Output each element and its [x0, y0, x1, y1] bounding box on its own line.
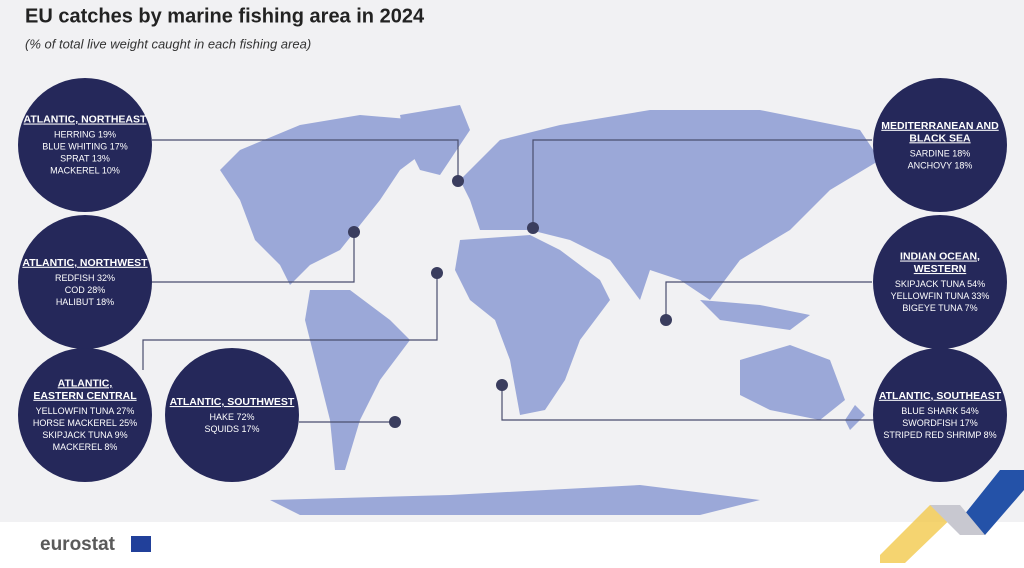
- subtitle: (% of total live weight caught in each f…: [25, 36, 311, 51]
- species-share: YELLOWFIN TUNA 27%: [36, 406, 135, 416]
- area-circle: [873, 215, 1007, 349]
- area-name: ATLANTIC, NORTHWEST: [22, 257, 148, 269]
- connector-line: [501, 385, 875, 421]
- connector-line: [532, 139, 872, 228]
- species-share: SPRAT 13%: [60, 154, 110, 164]
- area-circle: [18, 78, 152, 212]
- species-share: SKIPJACK TUNA 9%: [42, 430, 127, 440]
- title: EU catches by marine fishing area in 202…: [25, 5, 425, 27]
- area-dot: [452, 175, 464, 187]
- area-circle: [165, 348, 299, 482]
- species-share: ANCHOVY 18%: [908, 160, 973, 170]
- area-dot: [496, 379, 508, 391]
- area-name: MEDITERRANEAN AND: [881, 120, 999, 132]
- area-dot: [389, 416, 401, 428]
- species-share: MACKEREL 10%: [50, 166, 120, 176]
- world-map: [220, 105, 880, 515]
- species-share: SARDINE 18%: [910, 148, 971, 158]
- species-share: COD 28%: [65, 285, 106, 295]
- species-share: SQUIDS 17%: [204, 424, 259, 434]
- species-share: SKIPJACK TUNA 54%: [895, 279, 985, 289]
- connector-line: [665, 281, 872, 320]
- area-name: ATLANTIC, SOUTHWEST: [170, 396, 295, 408]
- species-share: BLUE SHARK 54%: [901, 406, 979, 416]
- area-name: BLACK SEA: [909, 132, 971, 144]
- area-dot: [348, 226, 360, 238]
- area-dot: [660, 314, 672, 326]
- area-name: ATLANTIC, SOUTHEAST: [879, 390, 1002, 402]
- connector-line: [152, 232, 355, 283]
- species-share: STRIPED RED SHRIMP 8%: [883, 430, 996, 440]
- species-share: HALIBUT 18%: [56, 297, 114, 307]
- area-name: INDIAN OCEAN,: [900, 251, 980, 263]
- connectors: [142, 139, 875, 428]
- species-share: BIGEYE TUNA 7%: [902, 303, 977, 313]
- species-share: BLUE WHITING 17%: [42, 142, 128, 152]
- species-share: MACKEREL 8%: [53, 442, 118, 452]
- decor-yellow: [880, 505, 960, 563]
- eu-flag: [131, 536, 151, 552]
- species-share: SWORDFISH 17%: [902, 418, 978, 428]
- area-name: EASTERN CENTRAL: [33, 390, 137, 402]
- logo-text: eurostat: [40, 534, 116, 555]
- area-name: ATLANTIC,: [58, 377, 113, 389]
- footer: [0, 522, 1024, 563]
- area-name: ATLANTIC, NORTHEAST: [24, 114, 147, 126]
- area-dot: [527, 222, 539, 234]
- species-share: YELLOWFIN TUNA 33%: [891, 291, 990, 301]
- area-circle: [18, 215, 152, 349]
- area-circle: [873, 78, 1007, 212]
- species-share: HERRING 19%: [54, 130, 116, 140]
- area-circle: [873, 348, 1007, 482]
- connector-line: [152, 139, 459, 181]
- decor-grey: [930, 505, 985, 535]
- species-share: HORSE MACKEREL 25%: [33, 418, 137, 428]
- decor-blue: [960, 470, 1024, 535]
- area-circles: ATLANTIC, NORTHEAST HERRING 19% BLUE WHITI…: [18, 78, 1007, 482]
- area-name: WESTERN: [914, 263, 967, 275]
- species-share: REDFISH 32%: [55, 273, 115, 283]
- area-dot: [431, 267, 443, 279]
- connector-line: [142, 273, 438, 370]
- species-share: HAKE 72%: [209, 412, 254, 422]
- area-circle: [18, 348, 152, 482]
